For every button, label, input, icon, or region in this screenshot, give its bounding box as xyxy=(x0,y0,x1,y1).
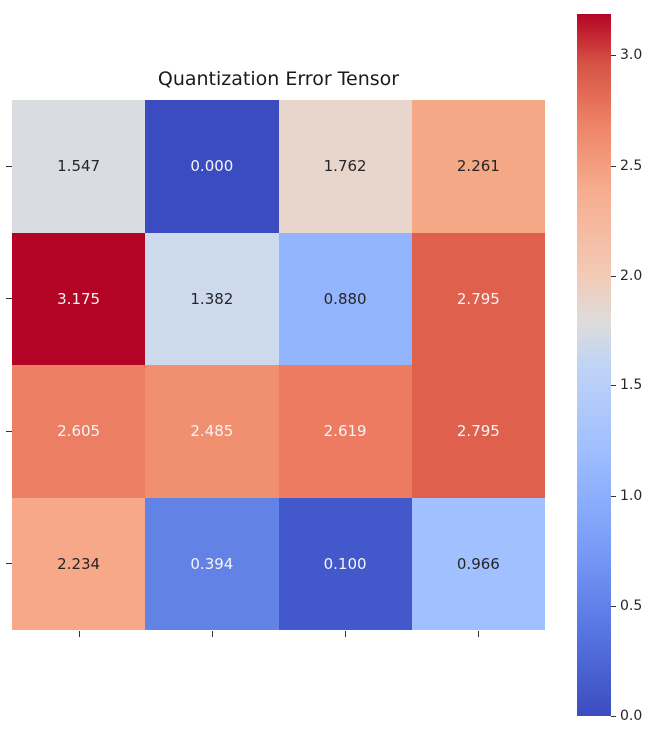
colorbar-tick xyxy=(611,385,616,386)
heatmap-cell: 2.234 xyxy=(12,497,146,630)
colorbar-tick-label: 2.5 xyxy=(620,158,643,174)
x-axis-tick xyxy=(478,631,479,637)
colorbar-tick-label: 1.0 xyxy=(620,488,643,504)
heatmap-cell: 2.795 xyxy=(411,365,545,498)
heatmap-cell: 0.880 xyxy=(278,232,412,365)
heatmap-cell: 2.619 xyxy=(278,365,412,498)
heatmap-cell: 2.605 xyxy=(12,365,146,498)
heatmap-cell: 2.795 xyxy=(411,232,545,365)
heatmap-grid: 1.547 0.000 1.762 2.261 3.175 1.382 0.88… xyxy=(12,100,545,630)
heatmap-cell: 0.966 xyxy=(411,497,545,630)
heatmap-cell: 0.394 xyxy=(145,497,279,630)
heatmap-cell: 1.762 xyxy=(278,100,412,233)
y-axis-tick xyxy=(6,431,12,432)
heatmap-cell: 1.547 xyxy=(12,100,146,233)
heatmap-cell: 2.485 xyxy=(145,365,279,498)
y-axis-tick xyxy=(6,166,12,167)
colorbar-tick-label: 2.0 xyxy=(620,268,643,284)
colorbar xyxy=(577,14,611,716)
x-axis-tick xyxy=(345,631,346,637)
colorbar-tick-label: 0.0 xyxy=(620,708,643,724)
heatmap-cell: 2.261 xyxy=(411,100,545,233)
colorbar-tick xyxy=(611,496,616,497)
x-axis-tick xyxy=(79,631,80,637)
chart-title: Quantization Error Tensor xyxy=(157,68,400,90)
colorbar-tick-label: 1.5 xyxy=(620,377,643,393)
y-axis-tick xyxy=(6,563,12,564)
x-axis-tick xyxy=(212,631,213,637)
colorbar-tick-label: 3.0 xyxy=(620,47,643,63)
colorbar-tick xyxy=(611,55,616,56)
colorbar-tick xyxy=(611,606,616,607)
y-axis-tick xyxy=(6,298,12,299)
heatmap-cell: 1.382 xyxy=(145,232,279,365)
colorbar-tick xyxy=(611,276,616,277)
colorbar-tick-label: 0.5 xyxy=(620,598,643,614)
heatmap-cell: 0.100 xyxy=(278,497,412,630)
heatmap-cell: 0.000 xyxy=(145,100,279,233)
colorbar-tick xyxy=(611,716,616,717)
colorbar-tick xyxy=(611,166,616,167)
heatmap-cell: 3.175 xyxy=(12,232,146,365)
